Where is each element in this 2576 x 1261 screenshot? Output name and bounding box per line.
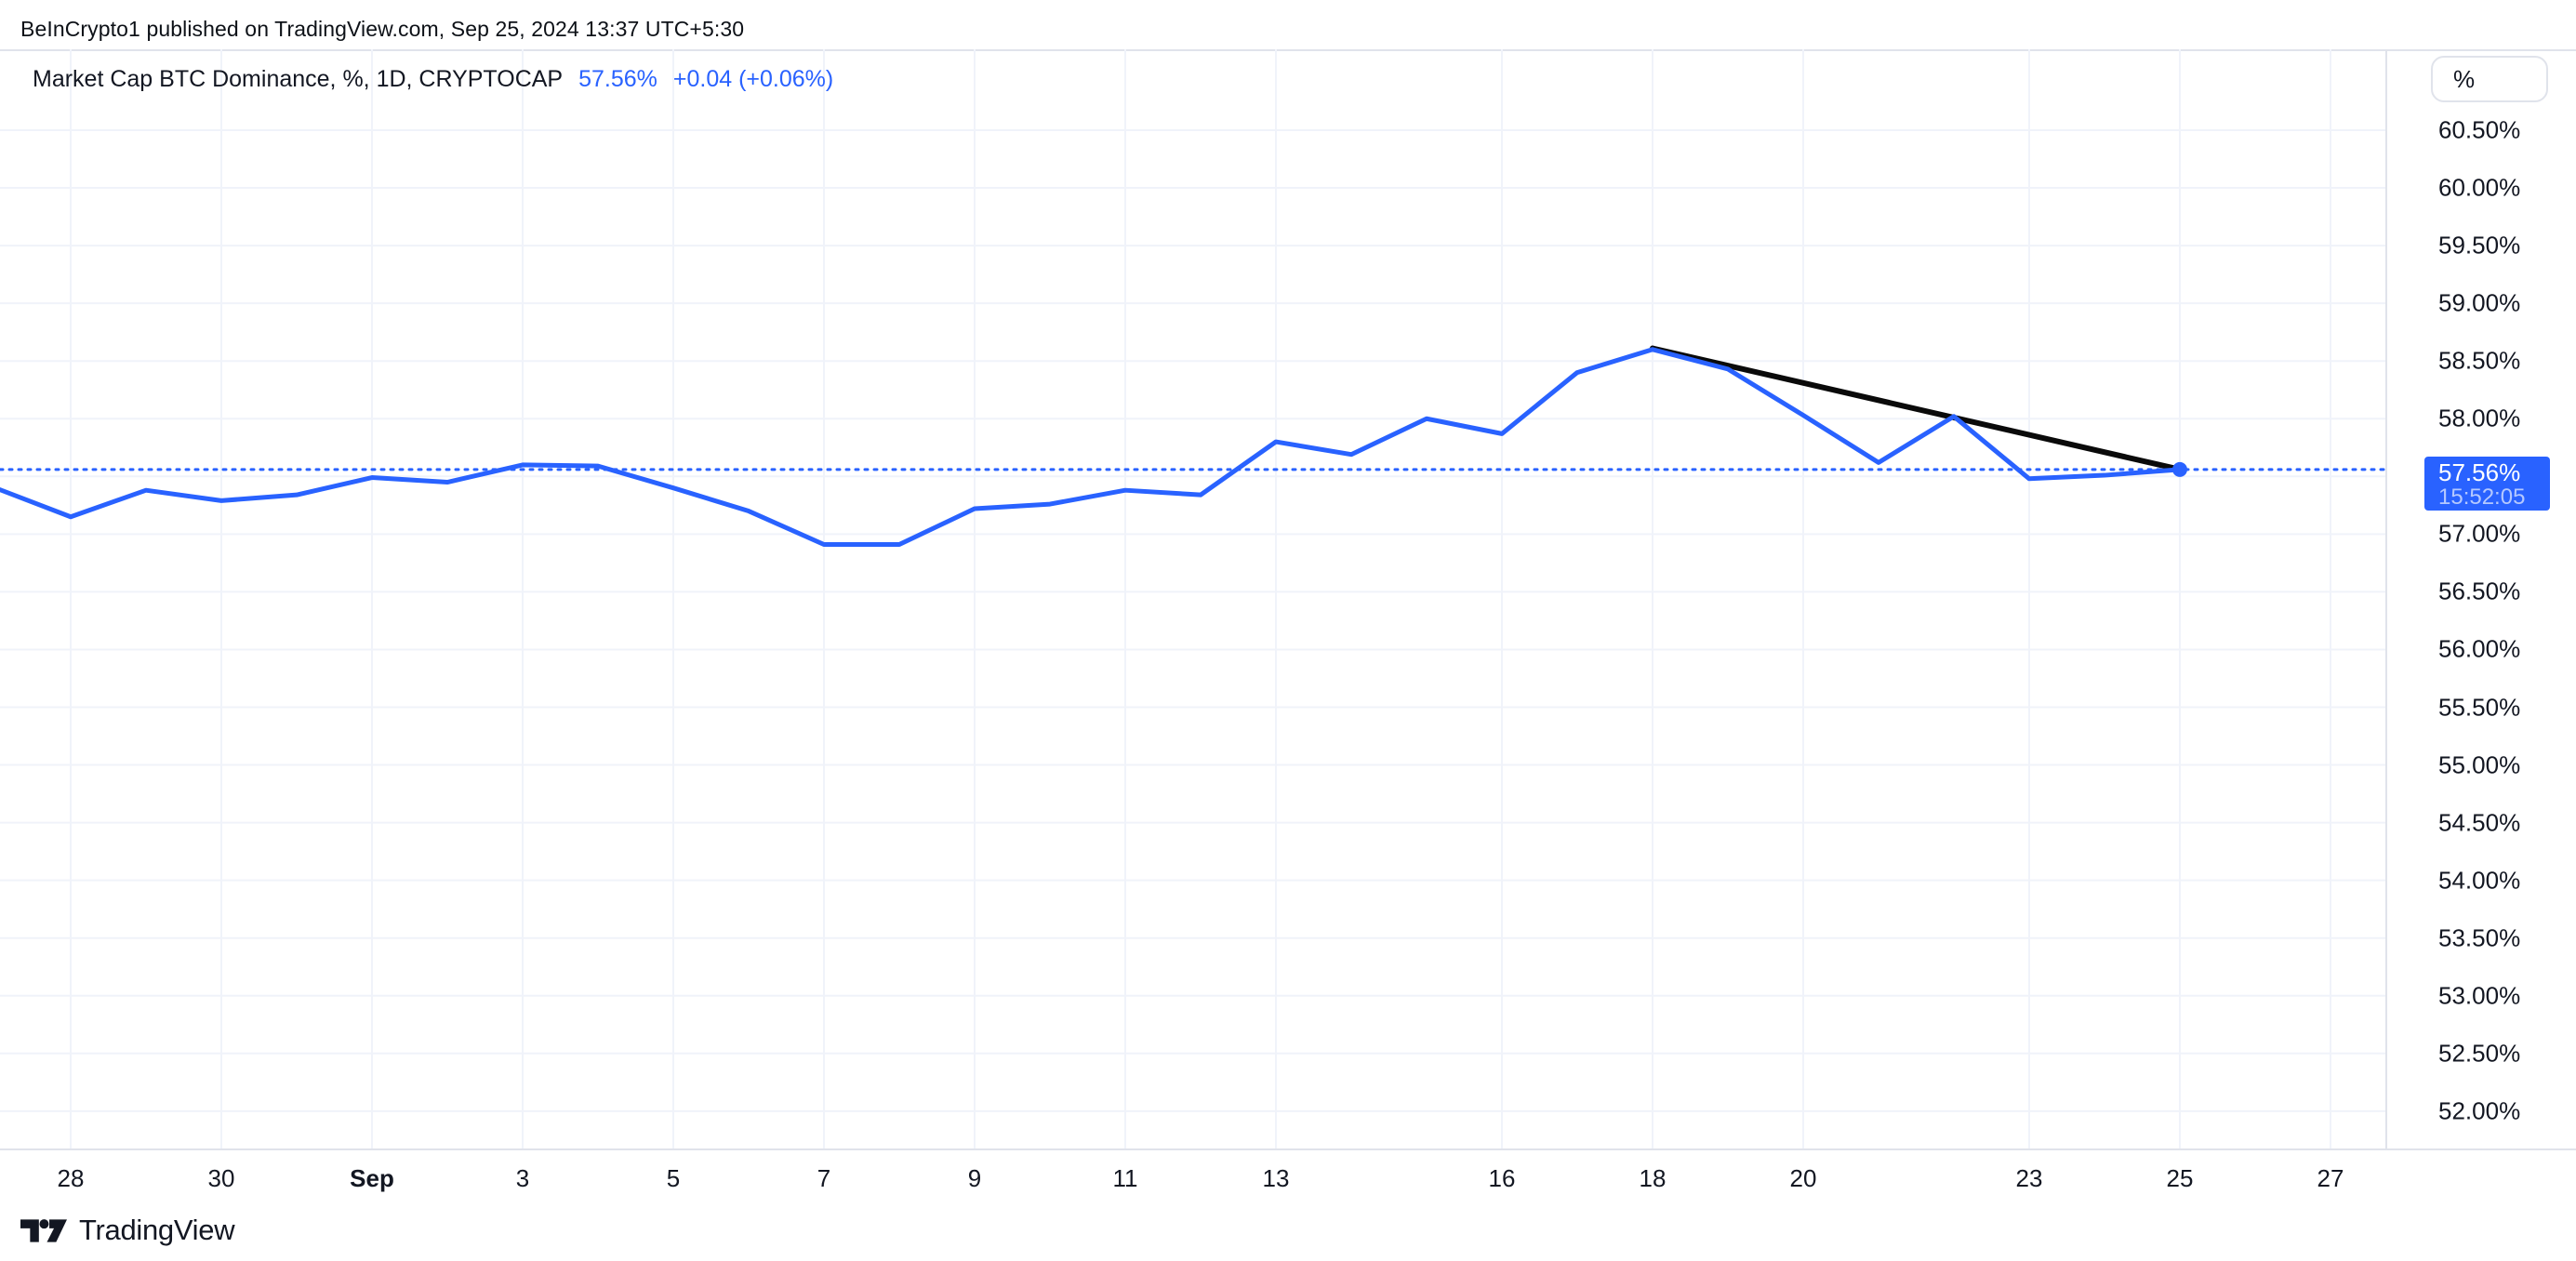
percent-unit-label: % — [2453, 64, 2476, 93]
time-scale-label: 25 — [2166, 1164, 2194, 1192]
price-scale-label: 55.00% — [2438, 750, 2521, 779]
price-scale-label: 56.50% — [2438, 577, 2521, 605]
price-scale-label: 59.50% — [2438, 231, 2521, 259]
symbol-title: Market Cap BTC Dominance, %, 1D, CRYPTOC… — [33, 66, 564, 92]
attribution-text: BeInCrypto1 published on TradingView.com… — [20, 17, 745, 41]
price-scale-label: 55.50% — [2438, 693, 2521, 721]
last-value: 57.56% — [578, 66, 657, 92]
price-scale-label: 52.50% — [2438, 1039, 2521, 1068]
price-scale-label: 54.50% — [2438, 808, 2521, 837]
time-scale-label: 7 — [817, 1164, 831, 1192]
time-scale-label: 28 — [57, 1164, 85, 1192]
time-scale-label: 13 — [1262, 1164, 1290, 1192]
price-axis-border — [2385, 49, 2387, 1148]
time-scale-label: 9 — [967, 1164, 982, 1192]
time-scale-label: 16 — [1488, 1164, 1516, 1192]
last-point-marker — [2172, 461, 2187, 477]
change-value: +0.04 (+0.06%) — [672, 66, 834, 92]
chart-top-border — [0, 49, 2576, 51]
trendline[interactable] — [1650, 345, 2183, 472]
time-scale-label: 27 — [2317, 1164, 2344, 1192]
price-scale-label: 54.00% — [2438, 866, 2521, 895]
time-scale-label: 11 — [1112, 1164, 1138, 1192]
tradingview-logo[interactable]: TradingView — [20, 1214, 235, 1247]
chart-legend: Market Cap BTC Dominance, %, 1D, CRYPTOC… — [33, 66, 833, 93]
tradingview-logo-icon — [20, 1218, 67, 1242]
current-price-value: 57.56% — [2438, 458, 2521, 486]
current-price-label: 57.56% 15:52:05 — [2424, 457, 2550, 511]
price-scale-label: 52.00% — [2438, 1096, 2521, 1125]
tradingview-logo-text: TradingView — [79, 1214, 235, 1246]
dominance-series-line — [0, 347, 2183, 548]
time-scale-label: 30 — [207, 1164, 235, 1192]
time-scale-label: 20 — [1789, 1164, 1817, 1192]
price-scale-label: 59.00% — [2438, 288, 2521, 317]
price-scale-label: 56.00% — [2438, 634, 2521, 663]
price-scale-label: 53.50% — [2438, 923, 2521, 952]
chart-canvas[interactable] — [0, 49, 2385, 1148]
time-scale-label: 5 — [666, 1164, 681, 1192]
percent-unit-button[interactable]: % — [2431, 56, 2548, 102]
time-axis-border — [0, 1148, 2576, 1150]
time-scale-label: 23 — [2015, 1164, 2043, 1192]
price-scale-label: 57.00% — [2438, 519, 2521, 548]
price-scale-label: 53.00% — [2438, 981, 2521, 1010]
price-scale-label: 60.50% — [2438, 115, 2521, 144]
time-scale-label: 18 — [1639, 1164, 1666, 1192]
price-scale-label: 60.00% — [2438, 173, 2521, 202]
price-scale-label: 58.50% — [2438, 346, 2521, 375]
current-price-time: 15:52:05 — [2438, 484, 2526, 510]
price-scale-label: 58.00% — [2438, 404, 2521, 432]
time-scale-label: Sep — [350, 1164, 394, 1192]
time-scale-label: 3 — [515, 1164, 530, 1192]
